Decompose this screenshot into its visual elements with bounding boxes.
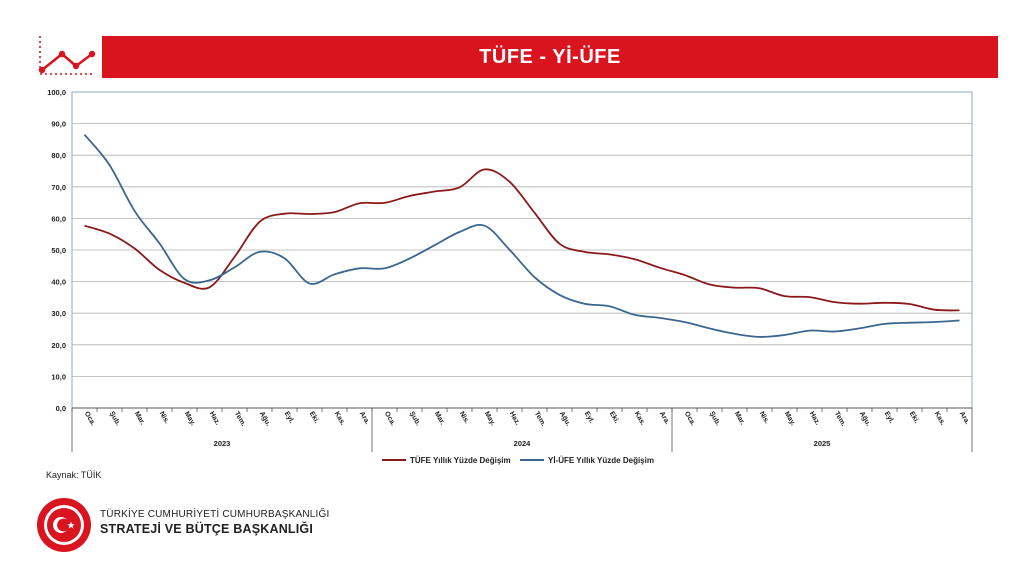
y-tick-label: 70,0 <box>51 183 66 192</box>
x-tick-label: Haz. <box>808 411 821 427</box>
y-tick-label: 90,0 <box>51 120 66 129</box>
x-tick-label: Şub. <box>708 411 722 428</box>
x-tick-label: May. <box>483 411 497 428</box>
x-tick-label: Kas. <box>933 411 946 427</box>
x-tick-label: Tem. <box>833 411 847 428</box>
y-tick-label: 100,0 <box>47 88 66 97</box>
series-line-yiufe <box>83 134 960 338</box>
x-tick-label: Eyl. <box>883 411 895 425</box>
x-tick-label: Şub. <box>108 411 122 428</box>
y-tick-label: 80,0 <box>51 151 66 160</box>
x-tick-label: Eki. <box>608 411 620 425</box>
x-tick-label: Ara. <box>958 411 971 426</box>
x-tick-label: Nis. <box>458 411 471 426</box>
org-name-line1: TÜRKİYE CUMHURİYETİ CUMHURBAŞKANLIĞI <box>100 509 330 520</box>
y-tick-label: 60,0 <box>51 214 66 223</box>
page-title: TÜFE - Yİ-ÜFE <box>479 45 621 68</box>
x-tick-label: Haz. <box>208 411 221 427</box>
year-label: 2025 <box>814 439 831 448</box>
y-tick-label: 30,0 <box>51 309 66 318</box>
x-tick-label: Oca. <box>83 411 97 428</box>
series-line-tufe <box>84 168 960 312</box>
x-tick-label: Nis. <box>758 411 771 426</box>
x-tick-label: Kas. <box>333 411 346 427</box>
x-tick-label: Ağu. <box>558 411 572 428</box>
x-tick-label: Eki. <box>908 411 920 425</box>
x-tick-label: May. <box>183 411 197 428</box>
x-tick-label: Mar. <box>133 411 146 427</box>
org-name-line2: STRATEJİ VE BÜTÇE BAŞKANLIĞI <box>100 522 314 536</box>
x-tick-label: Ağu. <box>858 411 872 428</box>
year-label: 2023 <box>214 439 231 448</box>
x-tick-label: Oca. <box>683 411 697 428</box>
source-note: Kaynak: TÜİK <box>46 470 102 480</box>
y-tick-label: 50,0 <box>51 246 66 255</box>
year-label: 2024 <box>514 439 532 448</box>
title-bar: TÜFE - Yİ-ÜFE <box>102 36 998 78</box>
x-tick-label: Şub. <box>408 411 422 428</box>
y-tick-label: 40,0 <box>51 278 66 287</box>
y-tick-label: 20,0 <box>51 341 66 350</box>
x-tick-label: Eki. <box>308 411 320 425</box>
emblem-icon <box>37 498 91 552</box>
x-tick-label: Ara. <box>658 411 671 426</box>
x-tick-label: Tem. <box>233 411 247 428</box>
x-tick-label: Eyl. <box>583 411 595 425</box>
x-tick-label: Mar. <box>433 411 446 427</box>
x-tick-label: Nis. <box>158 411 171 426</box>
x-tick-label: Haz. <box>508 411 521 427</box>
x-tick-label: Kas. <box>633 411 646 427</box>
x-tick-label: Ağu. <box>258 411 272 428</box>
x-tick-label: Ara. <box>358 411 371 426</box>
legend-label: Yİ-ÜFE Yıllık Yüzde Değişim <box>548 456 654 465</box>
x-tick-label: Mar. <box>733 411 746 427</box>
x-tick-label: Oca. <box>383 411 397 428</box>
x-tick-label: Eyl. <box>283 411 295 425</box>
y-tick-label: 0,0 <box>56 404 66 413</box>
x-tick-label: Tem. <box>533 411 547 428</box>
legend-label: TÜFE Yıllık Yüzde Değişim <box>410 456 511 465</box>
x-tick-label: May. <box>783 411 797 428</box>
line-chart-icon <box>38 36 96 75</box>
y-tick-label: 10,0 <box>51 372 66 381</box>
